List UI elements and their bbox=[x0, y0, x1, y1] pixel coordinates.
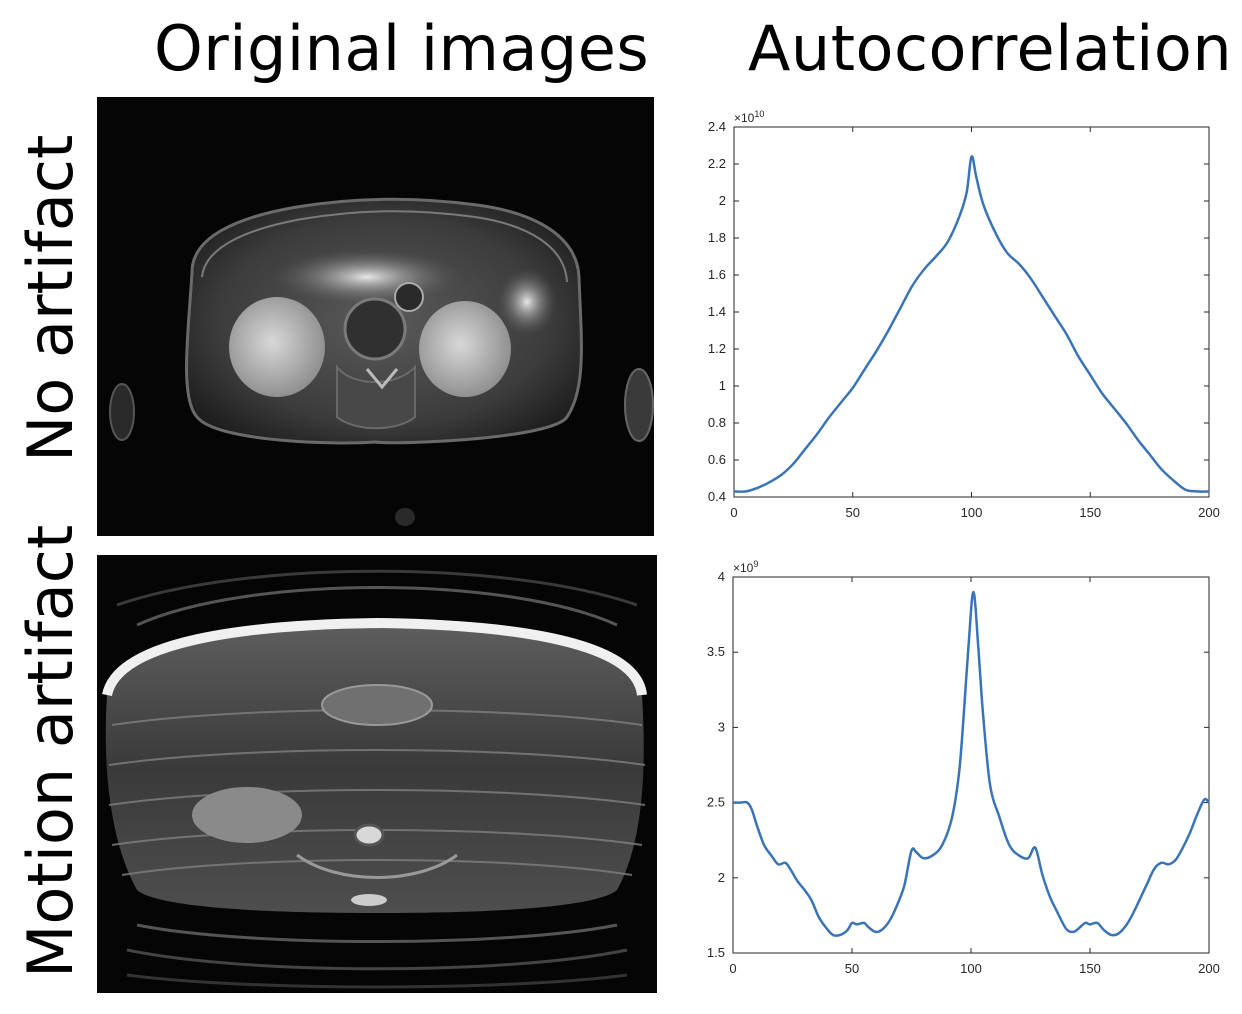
x-tick-label: 200 bbox=[1198, 505, 1220, 520]
y-tick-label: 1.8 bbox=[708, 230, 726, 245]
y-tick-label: 2 bbox=[719, 193, 726, 208]
y-tick-label: 1 bbox=[719, 378, 726, 393]
y-tick-label: 4 bbox=[718, 569, 725, 584]
autocorrelation-header: Autocorrelation bbox=[748, 12, 1233, 85]
y-tick-label: 0.8 bbox=[708, 415, 726, 430]
y-tick-label: 2 bbox=[718, 870, 725, 885]
y-tick-label: 2.4 bbox=[708, 119, 726, 134]
y-tick-label: 0.4 bbox=[708, 489, 726, 504]
y-tick-label: 3 bbox=[718, 719, 725, 734]
series-line bbox=[733, 590, 1210, 937]
autocorrelation-chart-motion-artifact: 0 50 100 150 200 1.5 2 2.5 3 3.5 4 ×109 bbox=[707, 559, 1220, 976]
y-tick-label: 2.2 bbox=[708, 156, 726, 171]
y-tick-label: 1.2 bbox=[708, 341, 726, 356]
x-tick-label: 200 bbox=[1198, 961, 1220, 976]
x-tick-label: 50 bbox=[845, 961, 859, 976]
plot-frame bbox=[732, 576, 1210, 954]
x-tick-label: 100 bbox=[961, 505, 983, 520]
plot-frame bbox=[733, 126, 1210, 498]
row-label-no-artifact: No artifact bbox=[14, 134, 87, 462]
y-tick-label: 2.5 bbox=[707, 795, 725, 810]
y-tick-label: 1.5 bbox=[707, 945, 725, 960]
x-tick-label: 100 bbox=[960, 961, 982, 976]
mri-image-no-artifact bbox=[97, 97, 654, 536]
mri-image-motion-artifact bbox=[97, 555, 657, 993]
y-tick-label: 1.6 bbox=[708, 267, 726, 282]
series-line bbox=[733, 155, 1210, 493]
y-exponent-label: ×1010 bbox=[734, 109, 764, 125]
y-tick-label: 1.4 bbox=[708, 304, 726, 319]
x-tick-label: 0 bbox=[729, 961, 736, 976]
row-label-motion-artifact: Motion artifact bbox=[14, 524, 87, 978]
x-tick-label: 150 bbox=[1079, 961, 1101, 976]
x-tick-label: 150 bbox=[1079, 505, 1101, 520]
x-tick-label: 50 bbox=[846, 505, 860, 520]
x-tick-label: 0 bbox=[730, 505, 737, 520]
autocorrelation-chart-no-artifact: 0 50 100 150 200 0.4 0.6 0.8 1 1.2 1.4 1.6 1.8 2 2.2 2.… bbox=[708, 109, 1220, 520]
y-tick-label: 3.5 bbox=[707, 644, 725, 659]
y-exponent-label: ×109 bbox=[733, 559, 758, 575]
original-images-header: Original images bbox=[154, 12, 650, 85]
y-tick-label: 0.6 bbox=[708, 452, 726, 467]
